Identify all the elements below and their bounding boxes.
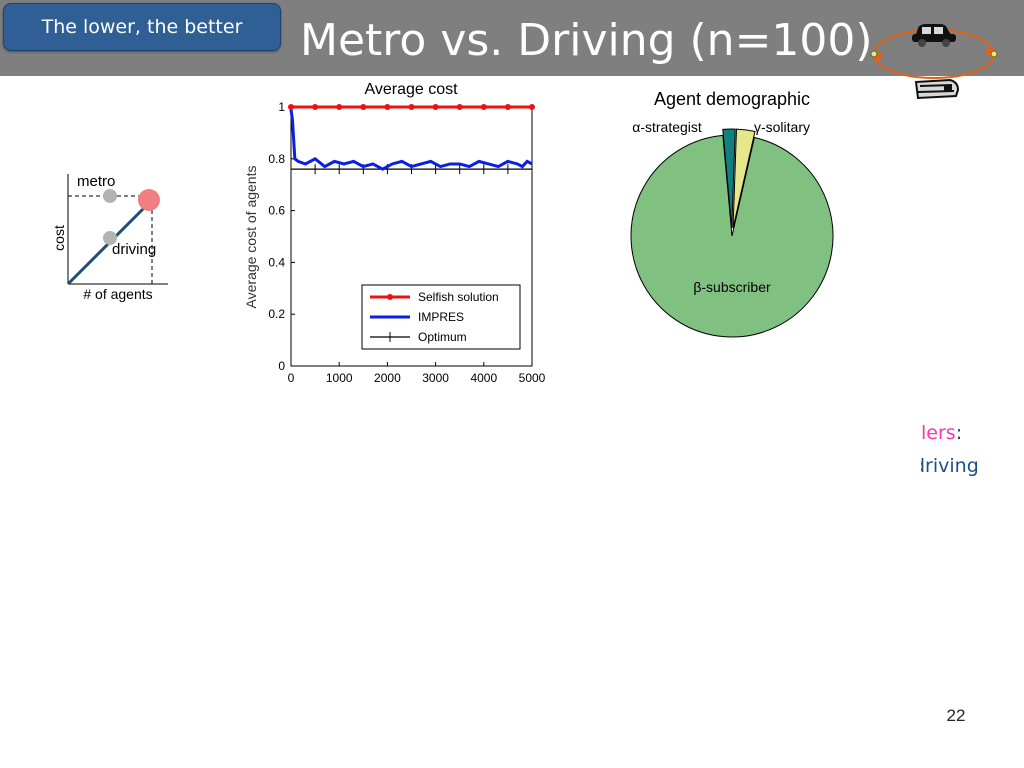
slide-number: 22 [946,706,966,725]
x-tick-label: 4000 [470,371,497,385]
car-icon [912,24,956,47]
label-cost: cost [51,225,67,251]
y-tick-label: 0.8 [268,152,285,166]
travelers-text-fragment: lers: [921,422,962,444]
chart-y-axis-label: Average cost of agents [243,166,259,309]
series-point-selfish [480,104,487,110]
series-point-selfish [504,104,511,110]
series-point-selfish [432,104,439,110]
chart-title: Average cost [364,81,458,98]
x-tick-label: 2000 [374,371,401,385]
metro-point [103,189,117,203]
lower-better-badge: The lower, the better [3,3,281,51]
series-point-selfish [312,104,319,110]
pie-slice-2 [732,128,756,229]
pie-title: Agent demographic [654,89,810,109]
series-point-selfish [408,104,415,110]
legend-label: IMPRES [418,310,464,324]
cycle-node-left [870,50,878,58]
pie-slice-0 [630,134,834,338]
cycle-node-right [990,50,998,58]
blue-word: driving [921,455,979,477]
label-metro: metro [77,173,115,190]
agent-demographic-pie: Agent demographic β-subscriber α-strategi… [630,89,834,338]
legend-label: Selfish solution [418,290,499,304]
car-and-metro-cycle-icon [870,24,998,100]
y-tick-label: 1 [278,100,285,114]
metro-icon [914,78,960,100]
y-tick-label: 0.6 [268,204,285,218]
pie-slice-label: γ-solitary [754,119,810,135]
x-tick-label: 0 [288,371,295,385]
series-point-selfish [529,104,535,110]
driving-text-fragment: driving [921,455,1024,477]
cost-agents-diagram: metro driving cost # of agents [51,173,168,302]
colon-glyph: : [955,422,963,444]
series-point-selfish [288,104,294,110]
driving-point [103,231,117,245]
x-tick-label: 1000 [326,371,353,385]
x-tick-label: 5000 [519,371,546,385]
average-cost-chart: Average cost Average cost of agents 0 100… [243,81,546,385]
y-tick-label: 0.2 [268,307,285,321]
chart-legend: Selfish solution IMPRES Optimum [361,284,521,350]
series-point-selfish [360,104,367,110]
pie-slice-label: β-subscriber [693,279,771,295]
legend-label: Optimum [418,330,467,344]
series-point-selfish [336,104,343,110]
y-tick-label: 0.4 [268,255,285,269]
equilibrium-point [138,189,160,211]
title-bar: The lower, the better Metro vs. Driving … [0,0,1024,76]
pie-slice-label: α-strategist [632,119,702,135]
slide-title: Metro vs. Driving (n=100) [300,15,873,66]
pie-slice-1 [722,128,736,229]
series-point-selfish [384,104,391,110]
legend-marker-dot [387,294,393,300]
label-driving: driving [112,241,156,258]
label-agents: # of agents [83,286,152,302]
y-tick-label: 0 [278,359,285,373]
series-line-impres [289,109,533,171]
pink-word: lers [921,422,956,444]
series-point-selfish [456,104,463,110]
x-tick-label: 3000 [422,371,449,385]
